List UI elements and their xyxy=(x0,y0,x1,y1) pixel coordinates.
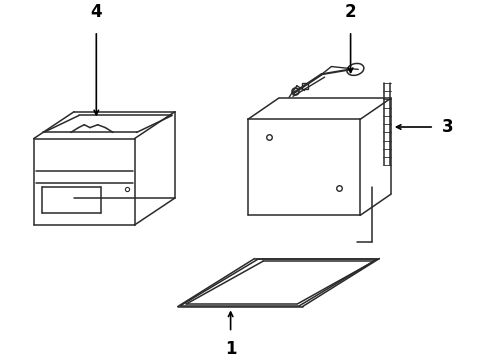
Text: 4: 4 xyxy=(91,3,102,21)
Text: 1: 1 xyxy=(225,340,236,358)
Text: 3: 3 xyxy=(442,118,453,136)
Text: 2: 2 xyxy=(345,3,356,21)
